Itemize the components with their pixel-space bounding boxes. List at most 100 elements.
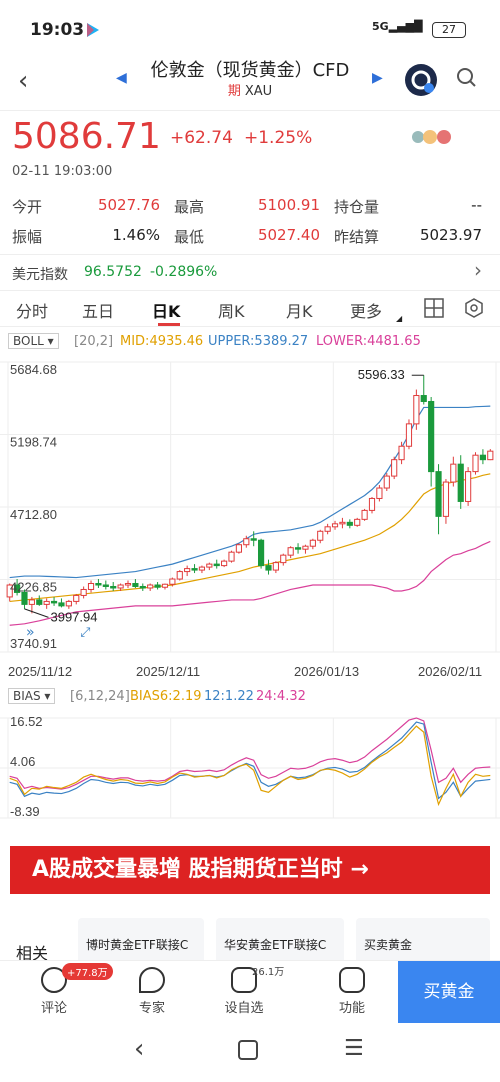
stat-value: 1.46%: [112, 226, 160, 244]
high-annotation: 5596.33: [358, 367, 405, 382]
stat-label: 持仓量: [334, 198, 380, 216]
candle-body: [479, 454, 486, 461]
usd-index-value: 96.5752: [84, 264, 142, 280]
zoom-icon: ⤢: [80, 625, 90, 640]
battery-icon: 27: [432, 22, 466, 38]
comment-button[interactable]: 评论: [24, 967, 84, 1016]
boll-selector[interactable]: BOLL ▾: [8, 333, 59, 349]
candle-body: [73, 594, 80, 602]
instrument-subtitle: 期 XAU: [130, 80, 370, 99]
stat-label: 最高: [174, 198, 205, 216]
candle-body: [221, 560, 228, 567]
search-icon[interactable]: [455, 66, 477, 88]
candle-body: [95, 583, 102, 586]
tab-0[interactable]: 分时: [16, 302, 49, 321]
grid-layout-icon[interactable]: [424, 298, 444, 318]
y-tick-label: 5684.68: [10, 362, 57, 377]
bias12-value: 12:1.22: [204, 689, 254, 704]
boll-mid-line: [9, 473, 491, 603]
boll-upper-line: [9, 405, 491, 579]
related-card[interactable]: 博时黄金ETF联接C: [78, 918, 204, 966]
ai-assistant-icon[interactable]: [405, 64, 437, 96]
low-annotation: 3997.94: [50, 609, 97, 624]
bias-selector[interactable]: BIAS ▾: [8, 688, 56, 704]
candle-body: [176, 571, 183, 580]
candle-body: [272, 562, 279, 571]
candle-body: [28, 599, 35, 605]
boll-lower: LOWER:4481.65: [316, 334, 421, 349]
candle-body: [235, 544, 242, 553]
candle-body: [169, 578, 176, 585]
y-tick-label: 4226.85: [10, 580, 57, 595]
candle-body: [139, 585, 146, 589]
usd-index-row[interactable]: 美元指数 96.5752 -0.2896% ›: [0, 256, 500, 288]
back-icon[interactable]: ‹: [18, 66, 29, 96]
candle-body: [302, 545, 309, 550]
tab-5[interactable]: 更多: [350, 302, 383, 321]
candle-body: [368, 497, 376, 511]
candle-body: [324, 526, 331, 532]
bottom-action-bar: 评论 +77.8万 专家 设自选 26.1万 功能 买黄金: [0, 960, 500, 1024]
watchlist-count: 26.1万: [252, 967, 285, 978]
candle-body: [36, 599, 43, 605]
expand-icon: »: [26, 624, 35, 640]
last-price: 5086.71: [12, 116, 161, 157]
related-card[interactable]: 华安黄金ETF联接C: [216, 918, 344, 966]
candle-body: [161, 583, 169, 588]
stat-value: 5100.91: [257, 196, 320, 214]
function-button[interactable]: 功能: [322, 967, 382, 1016]
candle-body: [206, 563, 213, 568]
candle-body: [14, 584, 21, 593]
candle-body: [376, 487, 383, 499]
next-instrument-icon[interactable]: ▶: [372, 70, 383, 86]
candle-body: [228, 551, 235, 562]
tab-2[interactable]: 日K: [152, 302, 181, 321]
candle-body: [280, 554, 287, 564]
candle-body: [450, 463, 457, 483]
bias-tick-label: -8.39: [10, 804, 40, 819]
divider: [0, 254, 500, 255]
prev-instrument-icon[interactable]: ◀: [116, 70, 127, 86]
tab-3[interactable]: 周K: [218, 302, 245, 321]
candlestick-chart[interactable]: 5684.68 5198.74 4712.80 4226.85 3740.91 2025/…: [0, 352, 500, 682]
settings-icon[interactable]: [464, 298, 484, 318]
candle-body: [346, 521, 353, 526]
price-change-pct: +1.25%: [244, 128, 313, 148]
buy-gold-button[interactable]: 买黄金: [398, 961, 500, 1023]
expert-button[interactable]: 专家: [122, 967, 182, 1016]
bias-tick-label: 4.06: [10, 754, 35, 769]
bias-tick-label: 16.52: [10, 714, 43, 729]
related-card[interactable]: 买卖黄金: [356, 918, 490, 966]
candle-body: [383, 475, 390, 489]
candle-body: [420, 395, 427, 402]
candle-body: [331, 523, 339, 528]
candle-body: [21, 591, 28, 605]
candle-body: [457, 463, 464, 502]
futures-tag: 期: [227, 84, 241, 99]
promo-banner[interactable]: A股成交量暴增 股指期货正当时 →: [10, 846, 490, 894]
instrument-title: 伦敦金（现货黄金）CFD: [150, 60, 350, 81]
bias-params: [6,12,24]: [70, 689, 130, 704]
add-watchlist-button[interactable]: 设自选: [214, 967, 274, 1016]
menu-list-icon: [339, 967, 365, 993]
system-nav-bar: ‹ ☰: [0, 1024, 500, 1082]
usd-index-label: 美元指数: [12, 267, 68, 283]
x-tick-label: 2026/02/11: [418, 664, 482, 679]
stat-label: 今开: [12, 198, 43, 216]
candle-body: [442, 481, 450, 517]
active-tab-underline: [158, 323, 180, 326]
nav-back-icon[interactable]: ‹: [134, 1034, 145, 1064]
divider: [0, 290, 500, 291]
comment-icon: [41, 967, 67, 993]
user-avatars-icon[interactable]: [410, 128, 458, 146]
nav-home-icon[interactable]: [238, 1040, 258, 1060]
x-tick-label: 2026/01/13: [294, 664, 359, 679]
bias6-value: BIAS6:2.19: [130, 689, 202, 704]
nav-menu-icon[interactable]: ☰: [344, 1036, 364, 1061]
bias-chart[interactable]: 16.52 4.06 -8.39: [0, 708, 500, 828]
stat-value: 5023.97: [419, 226, 482, 244]
stat-value: --: [471, 196, 482, 214]
tab-4[interactable]: 月K: [286, 302, 313, 321]
tab-1[interactable]: 五日: [82, 302, 115, 321]
y-tick-label: 5198.74: [10, 435, 57, 450]
